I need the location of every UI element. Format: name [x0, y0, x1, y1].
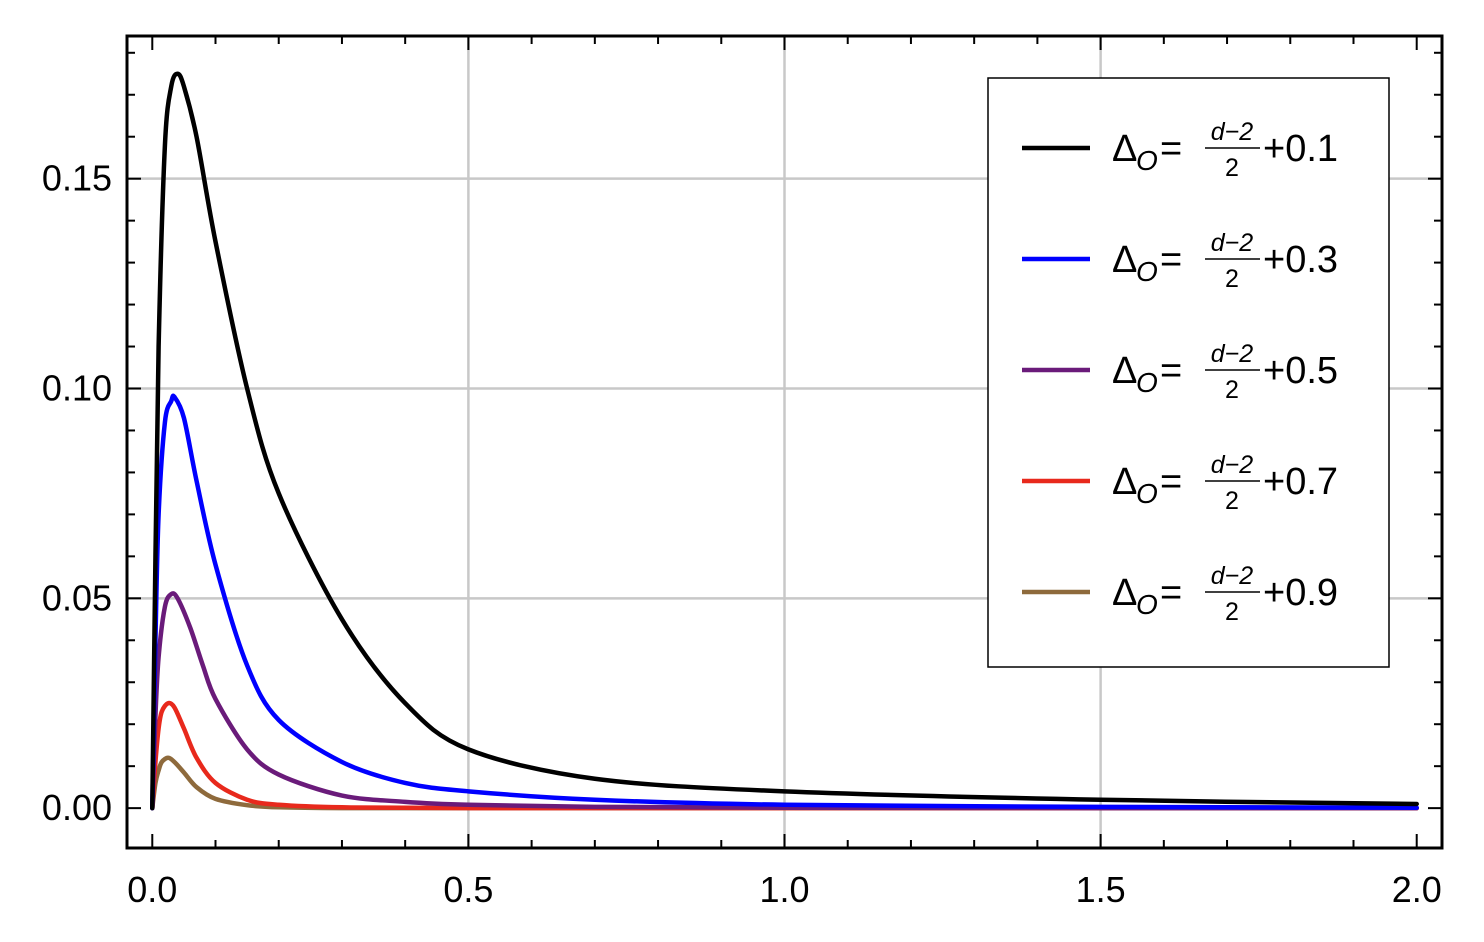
x-tick-label: 1.0: [759, 869, 809, 910]
legend-subscript: O: [1136, 367, 1158, 398]
legend-equals: =: [1160, 239, 1182, 281]
x-tick-label: 0.5: [443, 869, 493, 910]
legend-subscript: O: [1136, 256, 1158, 287]
series-line-2: [150, 393, 1419, 811]
legend: ΔO = d−22 +0.1ΔO = d−22 +0.3ΔO = d−22 +0.5ΔO = d−22…: [987, 77, 1390, 668]
legend-subscript: O: [1136, 145, 1158, 176]
legend-equals: =: [1160, 128, 1182, 170]
legend-box: [987, 77, 1390, 668]
x-tick-label: 1.5: [1076, 869, 1126, 910]
legend-delta: Δ: [1112, 461, 1137, 503]
axis-ticks: [127, 36, 1442, 848]
legend-delta: Δ: [1112, 128, 1137, 170]
y-tick-label: 0.05: [42, 577, 112, 618]
legend-numerator: d−2: [1211, 118, 1254, 146]
legend-offset: +0.3: [1263, 239, 1338, 281]
legend-equals: =: [1160, 350, 1182, 392]
legend-numerator: d−2: [1211, 451, 1254, 479]
legend-equals: =: [1160, 461, 1182, 503]
series-line-1: [150, 71, 1419, 811]
legend-entry: ΔO = d−2 2 +0.7: [1022, 451, 1338, 515]
x-tick-label: 2.0: [1392, 869, 1442, 910]
legend-equals: =: [1160, 572, 1182, 614]
legend-subscript: O: [1136, 478, 1158, 509]
legend-subscript: O: [1136, 589, 1158, 620]
legend-entry: ΔO = d−2 2 +0.5: [1022, 340, 1338, 404]
legend-delta: Δ: [1112, 239, 1137, 281]
legend-numerator: d−2: [1211, 562, 1254, 590]
legend-numerator: d−2: [1211, 229, 1254, 257]
legend-denominator: 2: [1225, 376, 1239, 404]
x-tick-label: 0.0: [127, 869, 177, 910]
legend-numerator: d−2: [1211, 340, 1254, 368]
legend-denominator: 2: [1225, 265, 1239, 293]
legend-delta: Δ: [1112, 572, 1137, 614]
legend-offset: +0.7: [1263, 461, 1338, 503]
legend-delta: Δ: [1112, 350, 1137, 392]
legend-offset: +0.1: [1263, 128, 1338, 170]
legend-offset: +0.9: [1263, 572, 1338, 614]
legend-entry: ΔO = d−2 2 +0.1: [1022, 118, 1338, 182]
axis-tick-labels: 0.0 0.5 1.0 1.5 2.0 0.00 0.05 0.10 0.15: [42, 158, 1442, 910]
legend-entry: ΔO = d−2 2 +0.3: [1022, 229, 1338, 293]
legend-denominator: 2: [1225, 598, 1239, 626]
legend-denominator: 2: [1225, 487, 1239, 515]
y-tick-label: 0.15: [42, 158, 112, 199]
y-tick-label: 0.00: [42, 787, 112, 828]
legend-offset: +0.5: [1263, 350, 1338, 392]
series-lines: [150, 71, 1419, 811]
series-line-3: [150, 591, 1419, 811]
legend-entry: ΔO = d−2 2 +0.9: [1022, 562, 1338, 626]
y-tick-label: 0.10: [42, 367, 112, 408]
legend-denominator: 2: [1225, 154, 1239, 182]
